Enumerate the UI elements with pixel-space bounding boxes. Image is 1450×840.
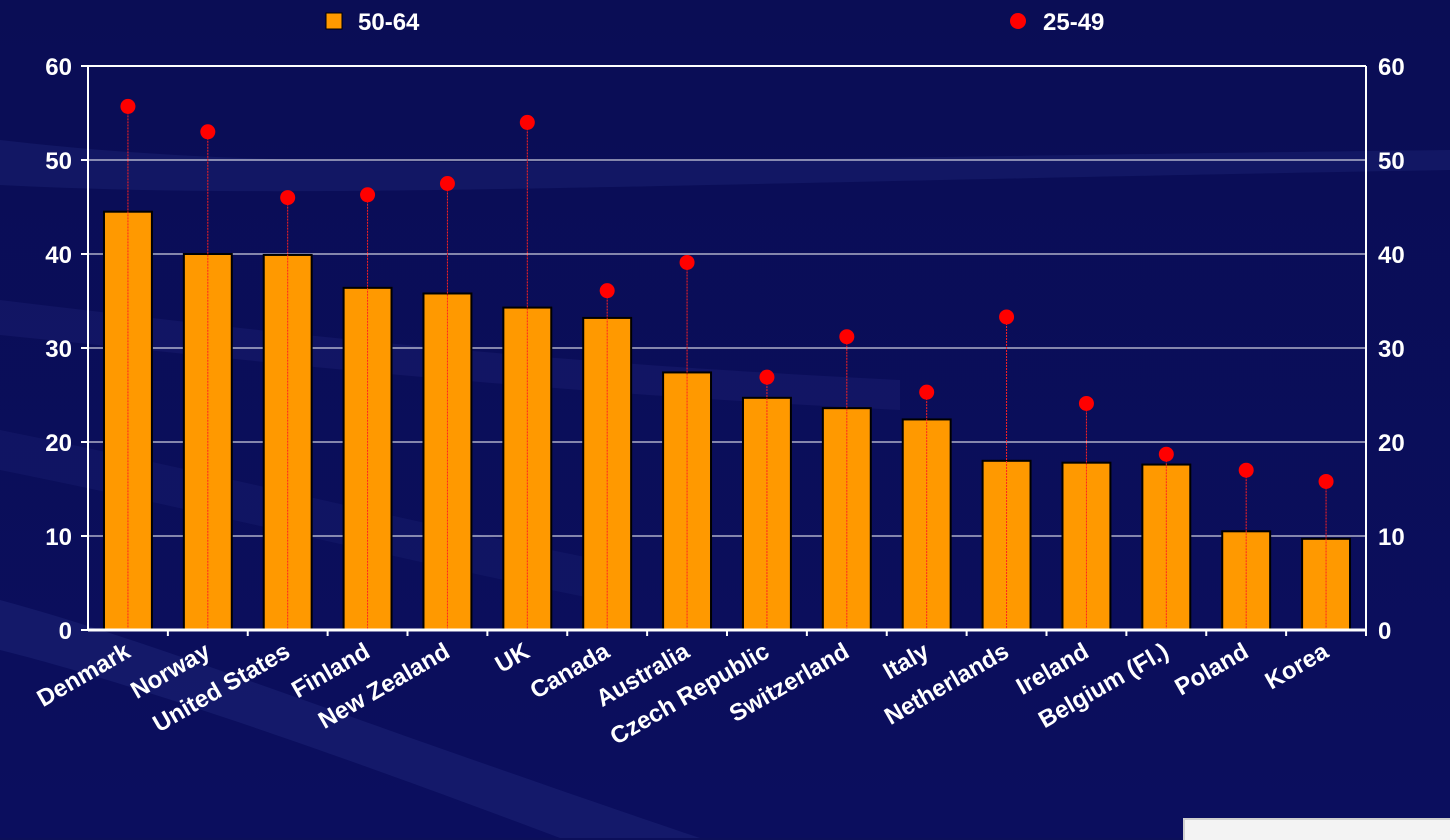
category-label-denmark: Denmark [32,637,135,712]
dot-canada [599,283,615,299]
category-label-korea: Korea [1261,637,1334,695]
y-tick-label-left-40: 40 [45,242,72,269]
y-axis-right-labels: 0 10 20 30 40 50 60 [1378,54,1405,645]
legend-label-50-64: 50-64 [358,9,420,36]
dot-belgium-fl- [1158,446,1174,462]
bar-poland [1221,530,1272,631]
y-tick-label-right-30: 30 [1378,336,1405,363]
y-tick-label-right-50: 50 [1378,148,1405,175]
dot-uk [519,114,535,130]
y-tick-label-left-20: 20 [45,430,72,457]
dot-norway [200,124,216,140]
y-axis-left-labels: 0 10 20 30 40 50 60 [45,54,72,645]
y-tick-label-right-60: 60 [1378,54,1405,81]
category-label-uk: UK [491,637,535,678]
legend-swatch-50-64 [325,12,343,30]
bar-switzerland [821,407,872,631]
dot-switzerland [839,329,855,345]
dot-korea [1318,473,1334,489]
bars [102,210,1352,632]
legend: 50-64 25-49 [325,9,1104,36]
dot-poland [1238,462,1254,478]
dot-australia [679,254,695,270]
dot-ireland [1078,395,1094,411]
y-tick-label-right-20: 20 [1378,430,1405,457]
y-tick-label-left-50: 50 [45,148,72,175]
category-label-poland: Poland [1170,638,1253,701]
dot-italy [919,384,935,400]
y-tick-label-left-60: 60 [45,54,72,81]
y-tick-label-left-0: 0 [59,618,72,645]
dot-netherlands [999,309,1015,325]
axes [81,65,1367,636]
y-tick-label-right-40: 40 [1378,242,1405,269]
droplines [127,106,1327,630]
y-tick-label-left-10: 10 [45,524,72,551]
dot-finland [360,187,376,203]
corner-panel [1183,818,1450,840]
y-tick-label-right-10: 10 [1378,524,1405,551]
category-label-italy: Italy [879,637,935,685]
category-label-united-states: United States [148,638,294,738]
dot-united-states [280,190,296,206]
y-tick-label-right-0: 0 [1378,618,1391,645]
legend-label-25-49: 25-49 [1043,9,1104,36]
dot-czech-republic [759,369,775,385]
legend-swatch-25-49 [1010,13,1026,29]
dots [120,98,1334,489]
dot-denmark [120,98,136,114]
dot-new-zealand [439,176,455,191]
y-tick-label-left-30: 30 [45,336,72,363]
